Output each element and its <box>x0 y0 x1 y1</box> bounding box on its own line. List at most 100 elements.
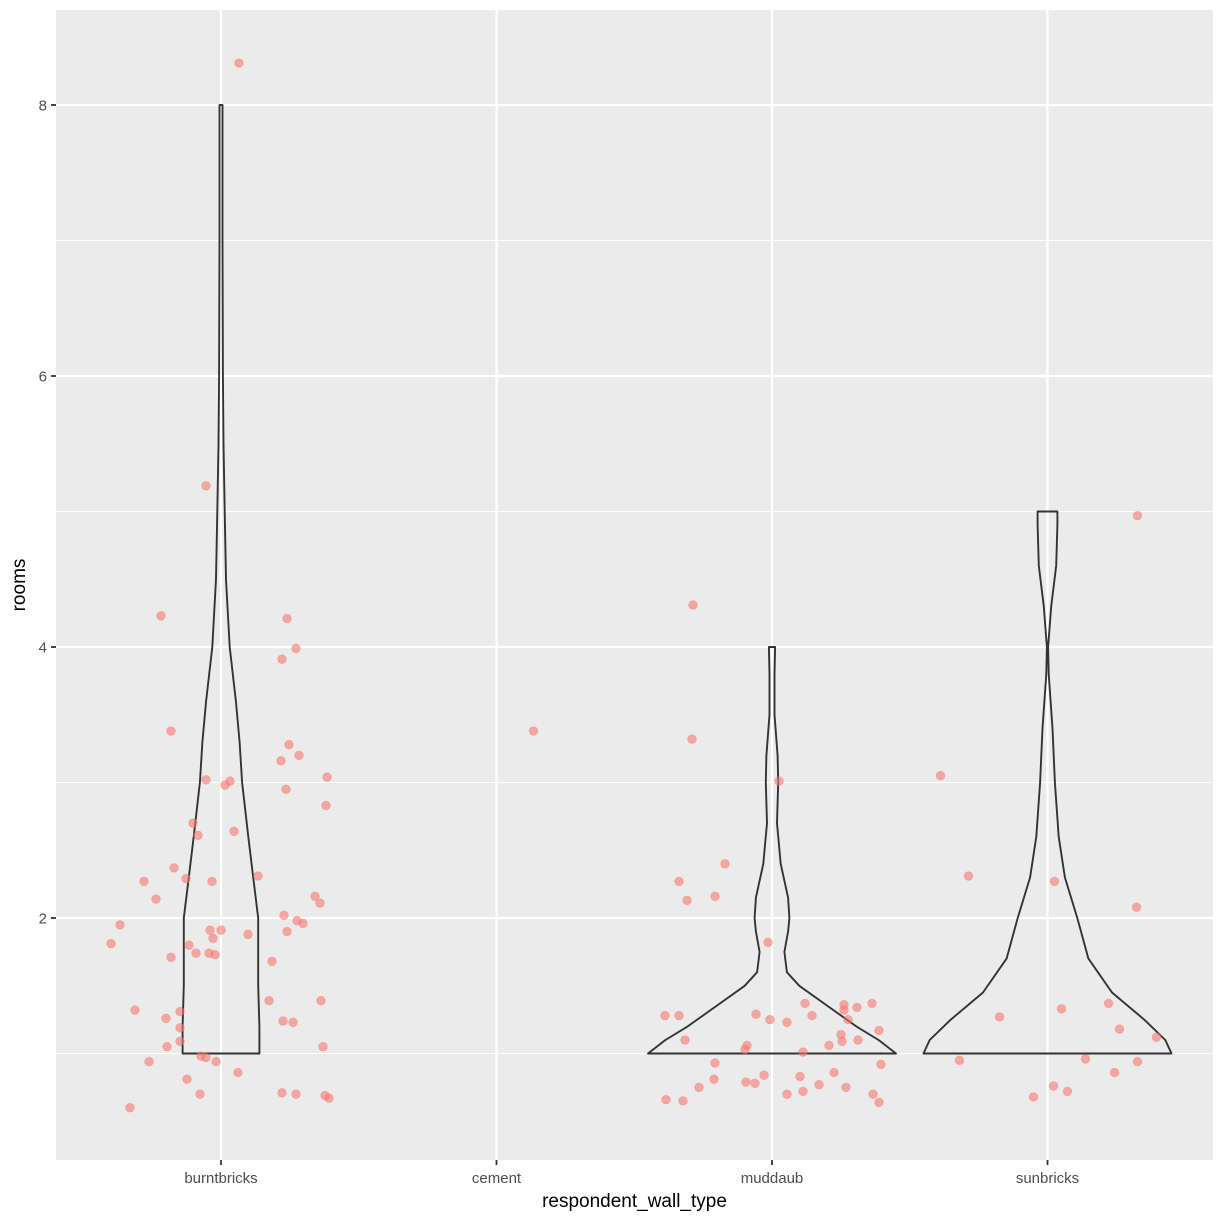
data-point <box>741 1077 751 1087</box>
violin-layer <box>181 104 1173 1055</box>
data-point <box>660 1010 670 1021</box>
data-point <box>963 871 974 881</box>
data-point <box>1048 1081 1059 1091</box>
data-point <box>740 1044 750 1055</box>
data-point <box>243 929 253 940</box>
data-point <box>166 952 176 963</box>
violin-sunbricks <box>922 510 1173 1055</box>
data-point <box>324 1093 334 1103</box>
data-point <box>1151 1032 1162 1042</box>
y-tick-label: 6 <box>39 369 47 386</box>
data-point <box>782 1089 792 1099</box>
data-point <box>201 1052 211 1063</box>
data-point <box>994 1012 1005 1022</box>
data-point <box>282 926 292 937</box>
data-point <box>710 891 720 902</box>
data-point <box>688 600 698 610</box>
data-point <box>201 480 211 491</box>
data-point <box>144 1056 154 1067</box>
data-point <box>205 925 215 935</box>
data-point <box>954 1055 965 1066</box>
data-point <box>750 1078 760 1089</box>
data-point <box>853 1035 863 1045</box>
x-tick-label-sunbricks: sunbricks <box>1016 1170 1079 1187</box>
data-point <box>161 1013 171 1024</box>
x-axis-title: respondent_wall_type <box>542 1191 727 1212</box>
plot-panel <box>56 10 1213 1160</box>
data-point <box>233 1067 243 1078</box>
data-point <box>220 780 230 790</box>
data-point <box>193 830 203 841</box>
data-point <box>1049 876 1060 887</box>
data-point <box>125 1102 135 1113</box>
data-point <box>322 772 332 782</box>
data-point <box>277 654 287 664</box>
data-point <box>211 1056 221 1067</box>
data-point <box>814 1079 824 1090</box>
data-point <box>276 755 286 766</box>
data-point <box>800 998 810 1009</box>
data-point <box>1132 1056 1143 1067</box>
data-point <box>868 1089 878 1099</box>
data-point <box>162 1041 172 1052</box>
violin-burntbricks <box>181 104 261 1055</box>
data-point <box>208 933 218 944</box>
data-point <box>182 1074 192 1084</box>
data-point <box>321 800 331 811</box>
data-point <box>687 734 697 744</box>
data-point <box>1028 1092 1039 1102</box>
data-point <box>694 1082 704 1093</box>
data-point <box>267 956 277 967</box>
y-tick-label: 2 <box>39 911 47 928</box>
x-tick-label-cement: cement <box>472 1170 522 1187</box>
x-tick-label-burntbricks: burntbricks <box>184 1170 257 1187</box>
data-point <box>1132 510 1143 521</box>
data-point <box>528 726 539 736</box>
data-point <box>175 1023 185 1033</box>
data-point <box>867 998 877 1009</box>
data-point <box>106 938 116 949</box>
data-point <box>277 1088 287 1098</box>
data-point <box>156 610 166 621</box>
data-point <box>829 1067 839 1078</box>
violin-muddaub <box>647 646 897 1055</box>
data-point <box>210 949 220 960</box>
data-point <box>798 1047 808 1057</box>
data-point <box>175 1036 185 1047</box>
data-point <box>318 1041 328 1052</box>
data-point <box>774 776 784 786</box>
data-point <box>798 1086 808 1097</box>
data-point <box>837 1036 847 1047</box>
data-point <box>1080 1054 1091 1064</box>
data-point <box>288 1017 298 1028</box>
data-point <box>763 937 773 948</box>
data-point <box>1131 902 1142 912</box>
data-point <box>181 873 191 884</box>
x-tick-label-muddaub: muddaub <box>741 1170 804 1187</box>
data-point <box>661 1094 671 1105</box>
data-point <box>710 1058 720 1068</box>
data-point <box>1109 1067 1120 1078</box>
data-point <box>281 784 291 795</box>
data-point <box>279 910 289 921</box>
data-point <box>195 1089 205 1099</box>
data-point <box>115 919 125 930</box>
data-point <box>751 1009 761 1019</box>
data-point <box>278 1016 288 1026</box>
data-point <box>139 876 149 887</box>
data-point <box>765 1014 775 1025</box>
data-point <box>166 726 176 736</box>
data-point <box>678 1096 688 1106</box>
data-point <box>253 871 263 881</box>
data-point <box>682 895 692 906</box>
data-point <box>709 1074 719 1084</box>
data-point <box>852 1002 862 1013</box>
data-point <box>824 1040 834 1051</box>
data-point <box>201 774 211 785</box>
data-point <box>680 1035 690 1045</box>
data-point <box>720 858 730 869</box>
data-point <box>291 643 301 654</box>
y-axis-title: rooms <box>9 559 30 612</box>
data-point <box>310 891 320 902</box>
